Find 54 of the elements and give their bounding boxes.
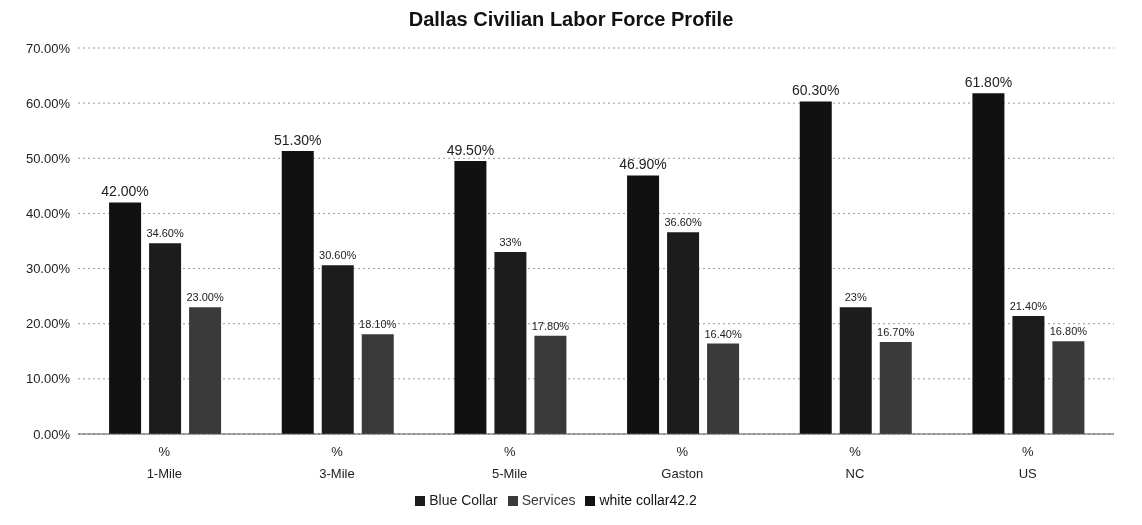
y-tick-label: 30.00% <box>25 261 71 277</box>
x-tick-label: % US <box>1018 444 1038 481</box>
bar <box>534 335 567 434</box>
x-tick-label: % 3-Mile <box>319 444 355 481</box>
data-label: 36.60% <box>664 216 702 229</box>
y-tick-label: 40.00% <box>25 206 71 222</box>
data-label: 18.10% <box>359 318 397 331</box>
bar <box>707 343 740 434</box>
legend-label: Blue Collar <box>429 492 498 508</box>
bar <box>149 243 182 434</box>
data-label: 49.50% <box>446 142 495 159</box>
x-tick-label: % 5-Mile <box>491 444 528 481</box>
legend-label: white collar42.2 <box>599 492 697 508</box>
data-label: 23.00% <box>186 291 224 304</box>
bar <box>281 151 314 434</box>
bar <box>627 175 660 434</box>
bar <box>972 93 1005 434</box>
bar <box>109 202 142 434</box>
bar <box>321 265 354 434</box>
y-tick-label: 10.00% <box>25 371 71 387</box>
bar <box>189 307 222 434</box>
legend-label: Services <box>521 492 576 508</box>
bar <box>361 334 394 434</box>
data-label: 16.40% <box>704 327 742 340</box>
data-label: 34.60% <box>146 227 184 240</box>
data-label: 23% <box>844 291 867 304</box>
data-label: 30.60% <box>319 249 357 262</box>
data-label: 16.70% <box>877 325 915 338</box>
data-label: 16.80% <box>1049 325 1088 338</box>
x-tick-label: % NC <box>845 444 865 481</box>
chart-title: Dallas Civilian Labor Force Profile <box>407 8 735 32</box>
data-label: 17.80% <box>531 319 570 332</box>
data-label: 33% <box>499 236 522 249</box>
x-tick-label: % Gaston <box>661 444 704 481</box>
y-tick-label: 70.00% <box>25 40 71 56</box>
data-label: 60.30% <box>792 82 840 99</box>
data-label: 51.30% <box>274 132 322 149</box>
bar <box>1052 341 1085 434</box>
bar <box>879 341 912 434</box>
y-tick-label: 50.00% <box>25 150 71 166</box>
bar <box>494 252 527 434</box>
bar <box>799 101 832 434</box>
data-label: 42.00% <box>101 183 149 200</box>
y-tick-label: 20.00% <box>25 316 71 332</box>
data-label: 61.80% <box>964 74 1013 91</box>
bar <box>1012 315 1045 434</box>
y-tick-label: 0.00% <box>33 426 71 442</box>
bar <box>839 307 872 434</box>
y-tick-label: 60.00% <box>25 95 71 111</box>
data-label: 46.90% <box>619 156 667 173</box>
bar <box>667 232 700 434</box>
x-tick-label: % 1-Mile <box>146 444 183 481</box>
data-label: 21.40% <box>1009 299 1048 312</box>
bar <box>454 161 487 434</box>
